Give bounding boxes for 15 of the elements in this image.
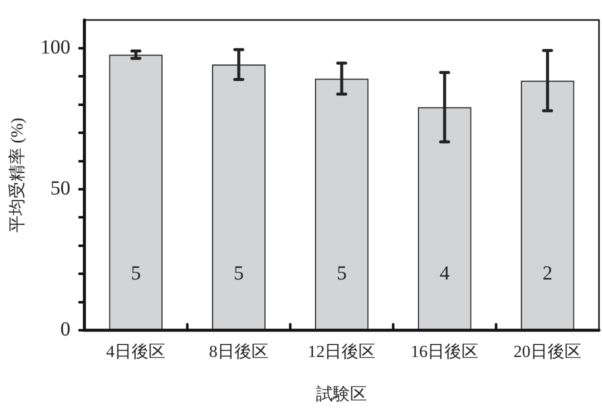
x-axis-title: 試験区 <box>316 384 368 404</box>
annotation: 5 <box>336 262 347 285</box>
x-tick-label: 8日後区 <box>209 342 269 361</box>
y-tick-label: 0 <box>60 318 70 340</box>
annotation: 5 <box>130 262 141 285</box>
y-axis-title: 平均受精率 (%) <box>8 118 27 232</box>
annotation: 2 <box>542 262 553 285</box>
x-tick-label: 16日後区 <box>410 342 479 361</box>
x-tick-label: 4日後区 <box>106 342 166 361</box>
annotation: 4 <box>440 262 450 285</box>
annotation: 5 <box>234 262 244 285</box>
x-tick-label: 12日後区 <box>308 342 376 361</box>
y-tick-label: 100 <box>40 36 70 58</box>
x-tick-label: 20日後区 <box>514 342 582 361</box>
y-tick-label: 50 <box>50 177 70 200</box>
